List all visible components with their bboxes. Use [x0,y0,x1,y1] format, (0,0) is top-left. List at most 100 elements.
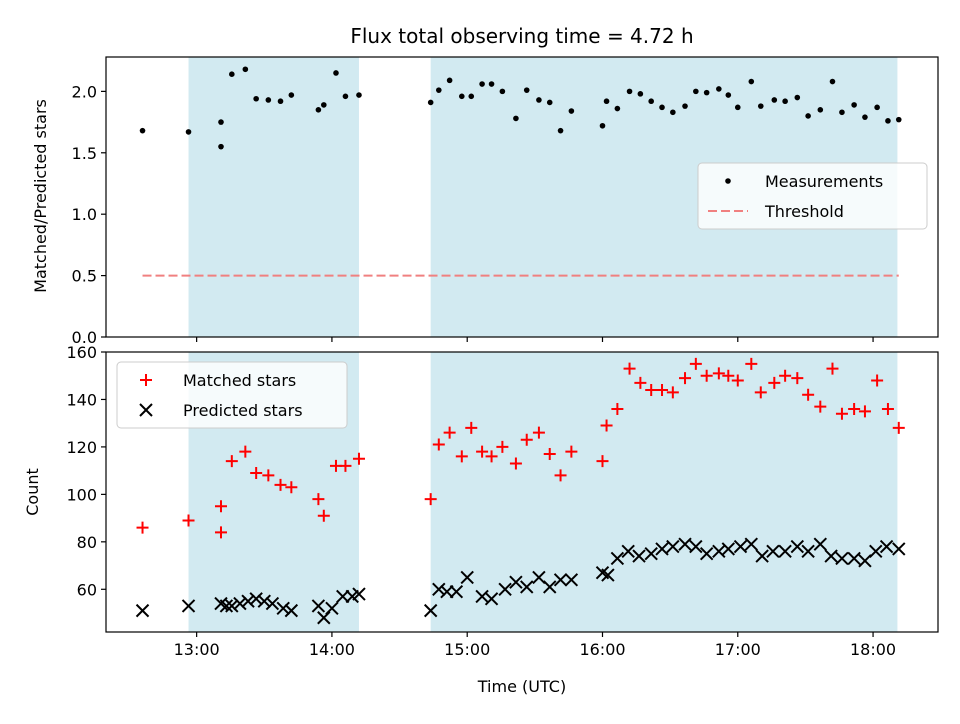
predicted-star-point [233,596,247,611]
matched-star-point [476,445,489,458]
bottom-ytick-label: 120 [66,438,97,457]
predicted-star-point [601,568,615,582]
matched-star-point [532,426,545,439]
measurement-point [659,104,665,111]
predicted-star-point [621,544,635,559]
measurement-point [265,97,272,103]
top-shaded-span [188,57,359,337]
top-ytick-label: 0.5 [72,267,97,286]
matched-star-point [317,509,330,522]
measurement-point [229,71,235,77]
bottom-xtick-label: 14:00 [309,640,355,659]
predicted-star-point [284,603,299,618]
measurement-point [321,102,327,108]
matched-star-point [623,362,636,375]
predicted-star-point [869,544,883,559]
predicted-star-point [835,551,849,566]
predicted-star-point [755,549,769,563]
predicted-star-point [257,594,271,608]
measurement-point [757,103,764,109]
predicted-star-point [689,539,703,554]
legend-label: Predicted stars [183,401,303,420]
matched-star-point [352,452,365,465]
matched-star-point [848,402,861,415]
matched-star-point [881,402,894,415]
measurement-point [277,98,284,105]
matched-star-point [700,369,713,382]
bottom-xtick-label: 17:00 [715,640,761,659]
legend-label: Threshold [764,202,844,221]
predicted-star-point [460,570,474,585]
bottom-shaded-span [430,352,898,632]
matched-star-point [543,448,556,461]
measurement-point [546,99,553,106]
predicted-star-point [265,596,280,611]
measurement-point [839,109,845,116]
predicted-star-point [498,582,512,596]
measurement-point [648,98,654,105]
matched-star-point [214,500,227,513]
measurement-point [817,107,824,113]
measurement-point [513,115,519,122]
matched-star-point [871,374,884,387]
matched-star-point [214,526,227,539]
predicted-star-point [858,554,872,568]
bottom-ytick-label: 140 [66,390,97,409]
predicted-star-point [733,539,748,554]
matched-star-point [443,426,456,439]
measurement-point [771,97,778,103]
predicted-star-point [778,544,792,559]
matched-star-point [689,357,702,370]
measurement-point [427,99,434,106]
predicted-star-point [790,539,805,554]
matched-star-point [554,469,567,482]
measurement-point [288,92,295,98]
measurement-point [568,108,575,114]
predicted-star-point [847,551,861,566]
top-ytick-label: 2.0 [72,82,97,101]
measurement-point [734,104,741,111]
measurement-point [499,88,506,95]
matched-star-point [814,400,827,413]
matched-star-point [858,405,871,418]
bottom-legend: Matched stars Predicted stars [116,361,348,429]
matched-star-point [596,455,609,468]
top-panel: 0.0 0.5 1.0 1.5 2.0 Measurements Threshold [72,56,939,347]
matched-star-point [835,407,848,420]
measurement-point [748,78,755,85]
predicted-star-point [543,580,557,594]
matched-star-point [656,383,669,396]
measurement-point [342,93,349,100]
measurement-point [703,89,710,96]
matched-star-point [239,445,252,458]
predicted-star-point [509,575,523,589]
measurement-point [693,88,699,95]
measurement-point [479,81,485,87]
measurement-point [468,93,475,100]
legend-label: Matched stars [183,371,296,390]
predicted-star-point [744,537,759,551]
predicted-star-point [564,573,579,587]
bottom-ytick-label: 80 [77,533,97,552]
measurement-point [805,113,811,119]
bottom-xtick-label: 15:00 [444,640,490,659]
predicted-star-point [432,582,446,596]
matched-star-point [136,521,149,534]
top-ytick-label: 1.0 [72,205,97,224]
predicted-star-point [678,537,692,551]
bottom-panel: 60 80 100 120 140 160 13:00 14:00 15:00 16:00 17:0… [66,343,939,659]
legend-measurement-marker [725,178,731,184]
legend-label: Measurements [765,172,883,191]
measurement-point [829,78,836,85]
measurement-point [218,143,224,150]
matched-star-point [791,372,804,385]
predicted-star-point [766,544,780,559]
top-ylabel: Matched/Predicted stars [31,99,50,293]
matched-star-point [225,455,238,468]
predicted-star-point [449,584,464,599]
matched-star-point [634,376,647,389]
matched-star-point [485,450,498,463]
predicted-star-point [632,549,646,563]
predicted-star-point [276,601,290,615]
predicted-star-point [181,599,196,613]
